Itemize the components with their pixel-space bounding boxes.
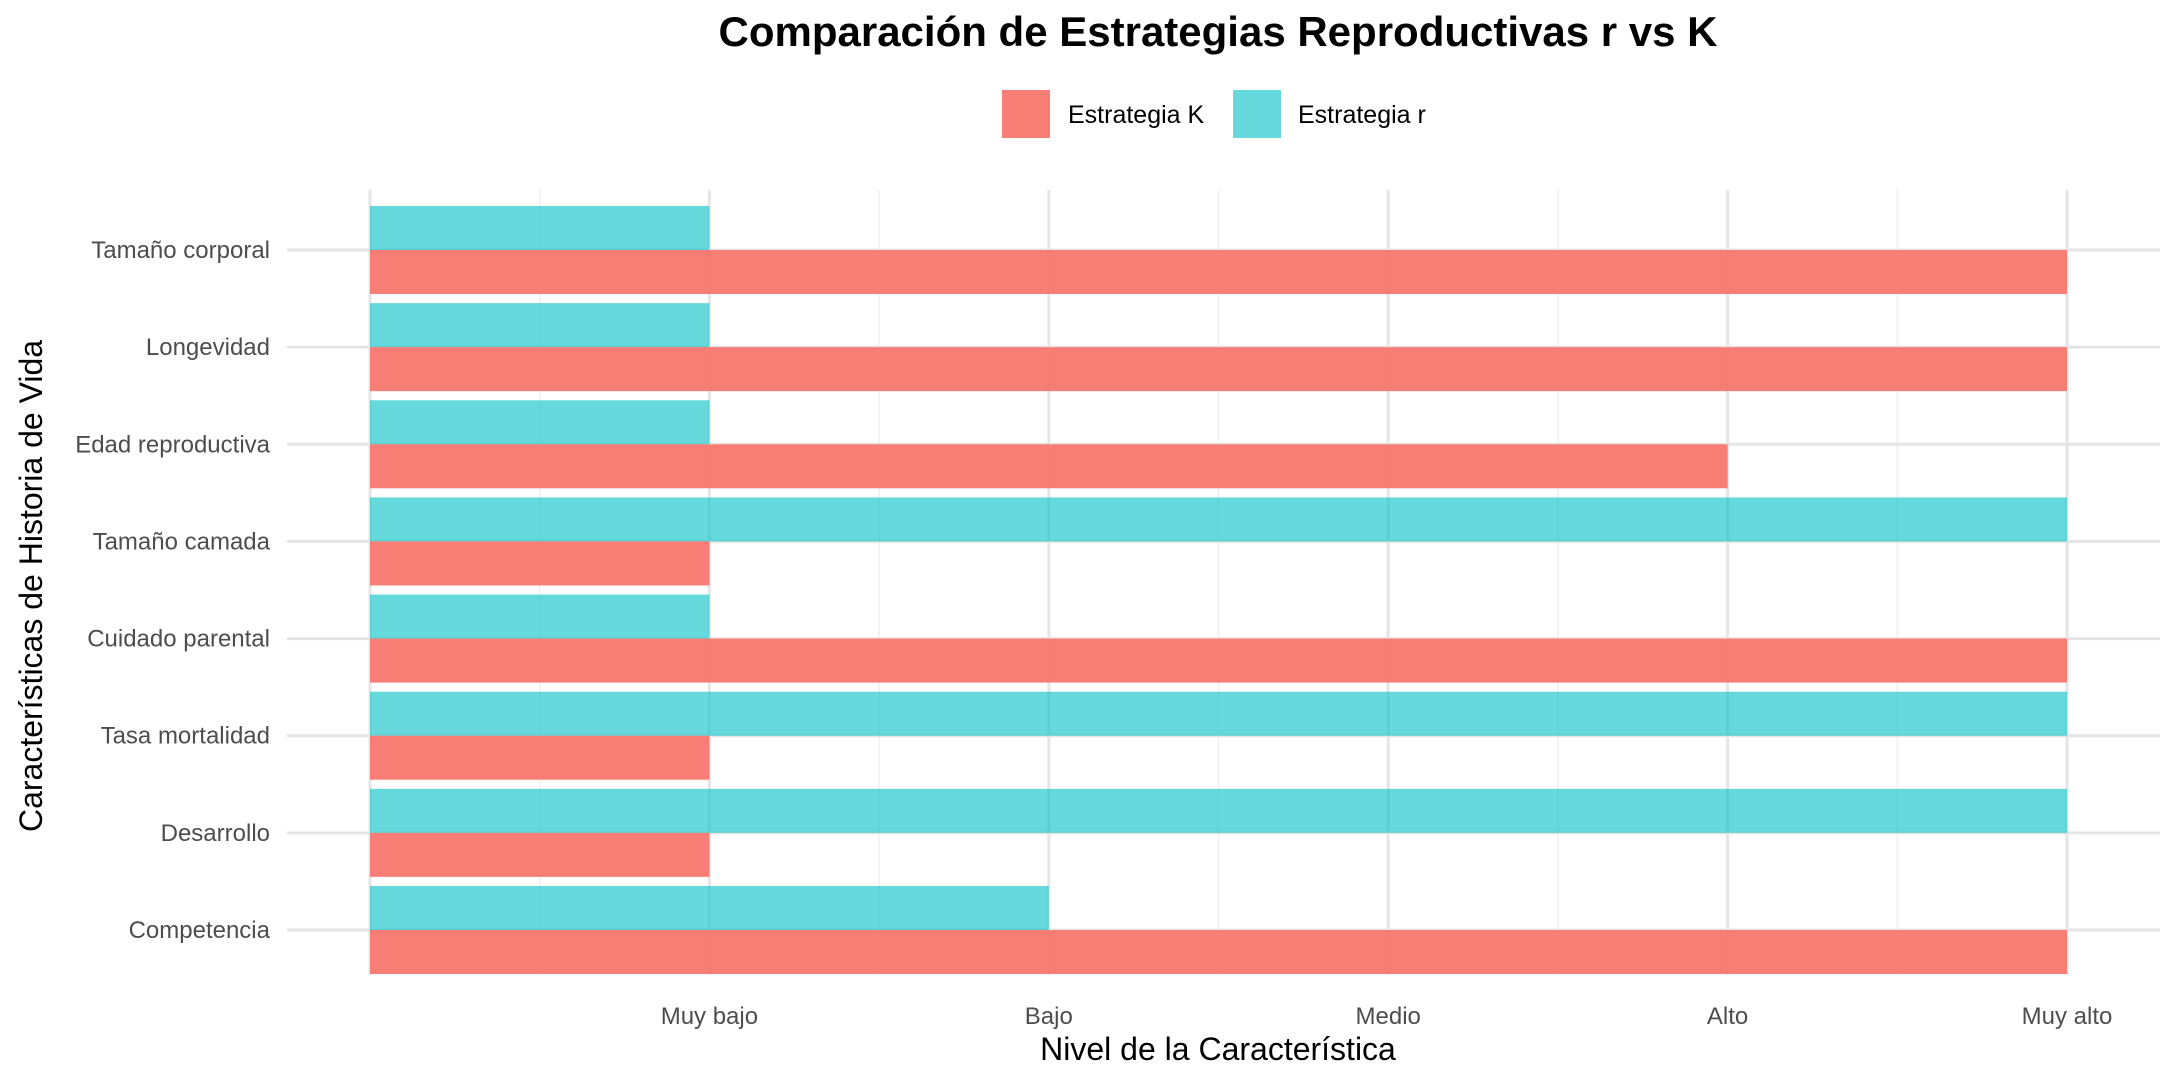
legend-swatch-estrategia-k <box>1002 90 1050 138</box>
bars <box>370 206 2067 974</box>
y-axis-ticks: Tamaño corporal Longevidad Edad reproducti… <box>75 237 270 944</box>
x-tick-label-bajo: Bajo <box>1025 1003 1073 1030</box>
bar-estrategia-k-desarrollo <box>370 832 710 877</box>
bar-estrategia-r-tamano-camada <box>370 497 2067 542</box>
y-axis-title: Características de Historia de Vida <box>13 340 49 832</box>
legend-label-estrategia-k: Estrategia K <box>1068 101 1205 129</box>
y-tick-label-desarrollo: Desarrollo <box>161 820 270 847</box>
bar-estrategia-r-tasa-mortalidad <box>370 691 2067 736</box>
legend-swatch-estrategia-r <box>1233 90 1281 138</box>
y-tick-label-edad-reproductiva: Edad reproductiva <box>75 431 270 458</box>
bar-estrategia-k-edad-reproductiva <box>370 444 1728 489</box>
y-tick-label-longevidad: Longevidad <box>146 334 270 361</box>
x-tick-label-muy-bajo: Muy bajo <box>661 1003 758 1030</box>
bar-estrategia-r-tamano-corporal <box>370 206 710 250</box>
bar-estrategia-k-tamano-corporal <box>370 250 2067 294</box>
y-tick-label-cuidado-parental: Cuidado parental <box>87 626 270 653</box>
bar-estrategia-r-desarrollo <box>370 788 2067 833</box>
bar-estrategia-r-cuidado-parental <box>370 594 710 639</box>
bar-estrategia-r-competencia <box>370 886 1049 930</box>
bar-estrategia-k-tasa-mortalidad <box>370 735 710 780</box>
bar-estrategia-r-longevidad <box>370 303 710 348</box>
bar-estrategia-k-cuidado-parental <box>370 638 2067 683</box>
x-tick-label-alto: Alto <box>1707 1003 1748 1030</box>
bar-estrategia-k-longevidad <box>370 347 2067 392</box>
x-axis-ticks: Muy bajo Bajo Medio Alto Muy alto <box>661 1003 2113 1030</box>
y-tick-label-tamano-camada: Tamaño camada <box>93 528 271 555</box>
bar-estrategia-k-competencia <box>370 930 2067 974</box>
y-tick-label-tamano-corporal: Tamaño corporal <box>91 237 270 264</box>
y-tick-label-tasa-mortalidad: Tasa mortalidad <box>101 723 270 750</box>
chart-title: Comparación de Estrategias Reproductivas… <box>719 8 1718 55</box>
y-tick-label-competencia: Competencia <box>129 917 271 944</box>
bar-estrategia-r-edad-reproductiva <box>370 400 710 445</box>
legend: Estrategia K Estrategia r <box>1002 90 1426 138</box>
bar-estrategia-k-tamano-camada <box>370 541 710 586</box>
x-tick-label-medio: Medio <box>1356 1003 1421 1030</box>
legend-label-estrategia-r: Estrategia r <box>1298 101 1426 129</box>
x-tick-label-muy-alto: Muy alto <box>2022 1003 2113 1030</box>
x-axis-title: Nivel de la Característica <box>1040 1031 1396 1067</box>
